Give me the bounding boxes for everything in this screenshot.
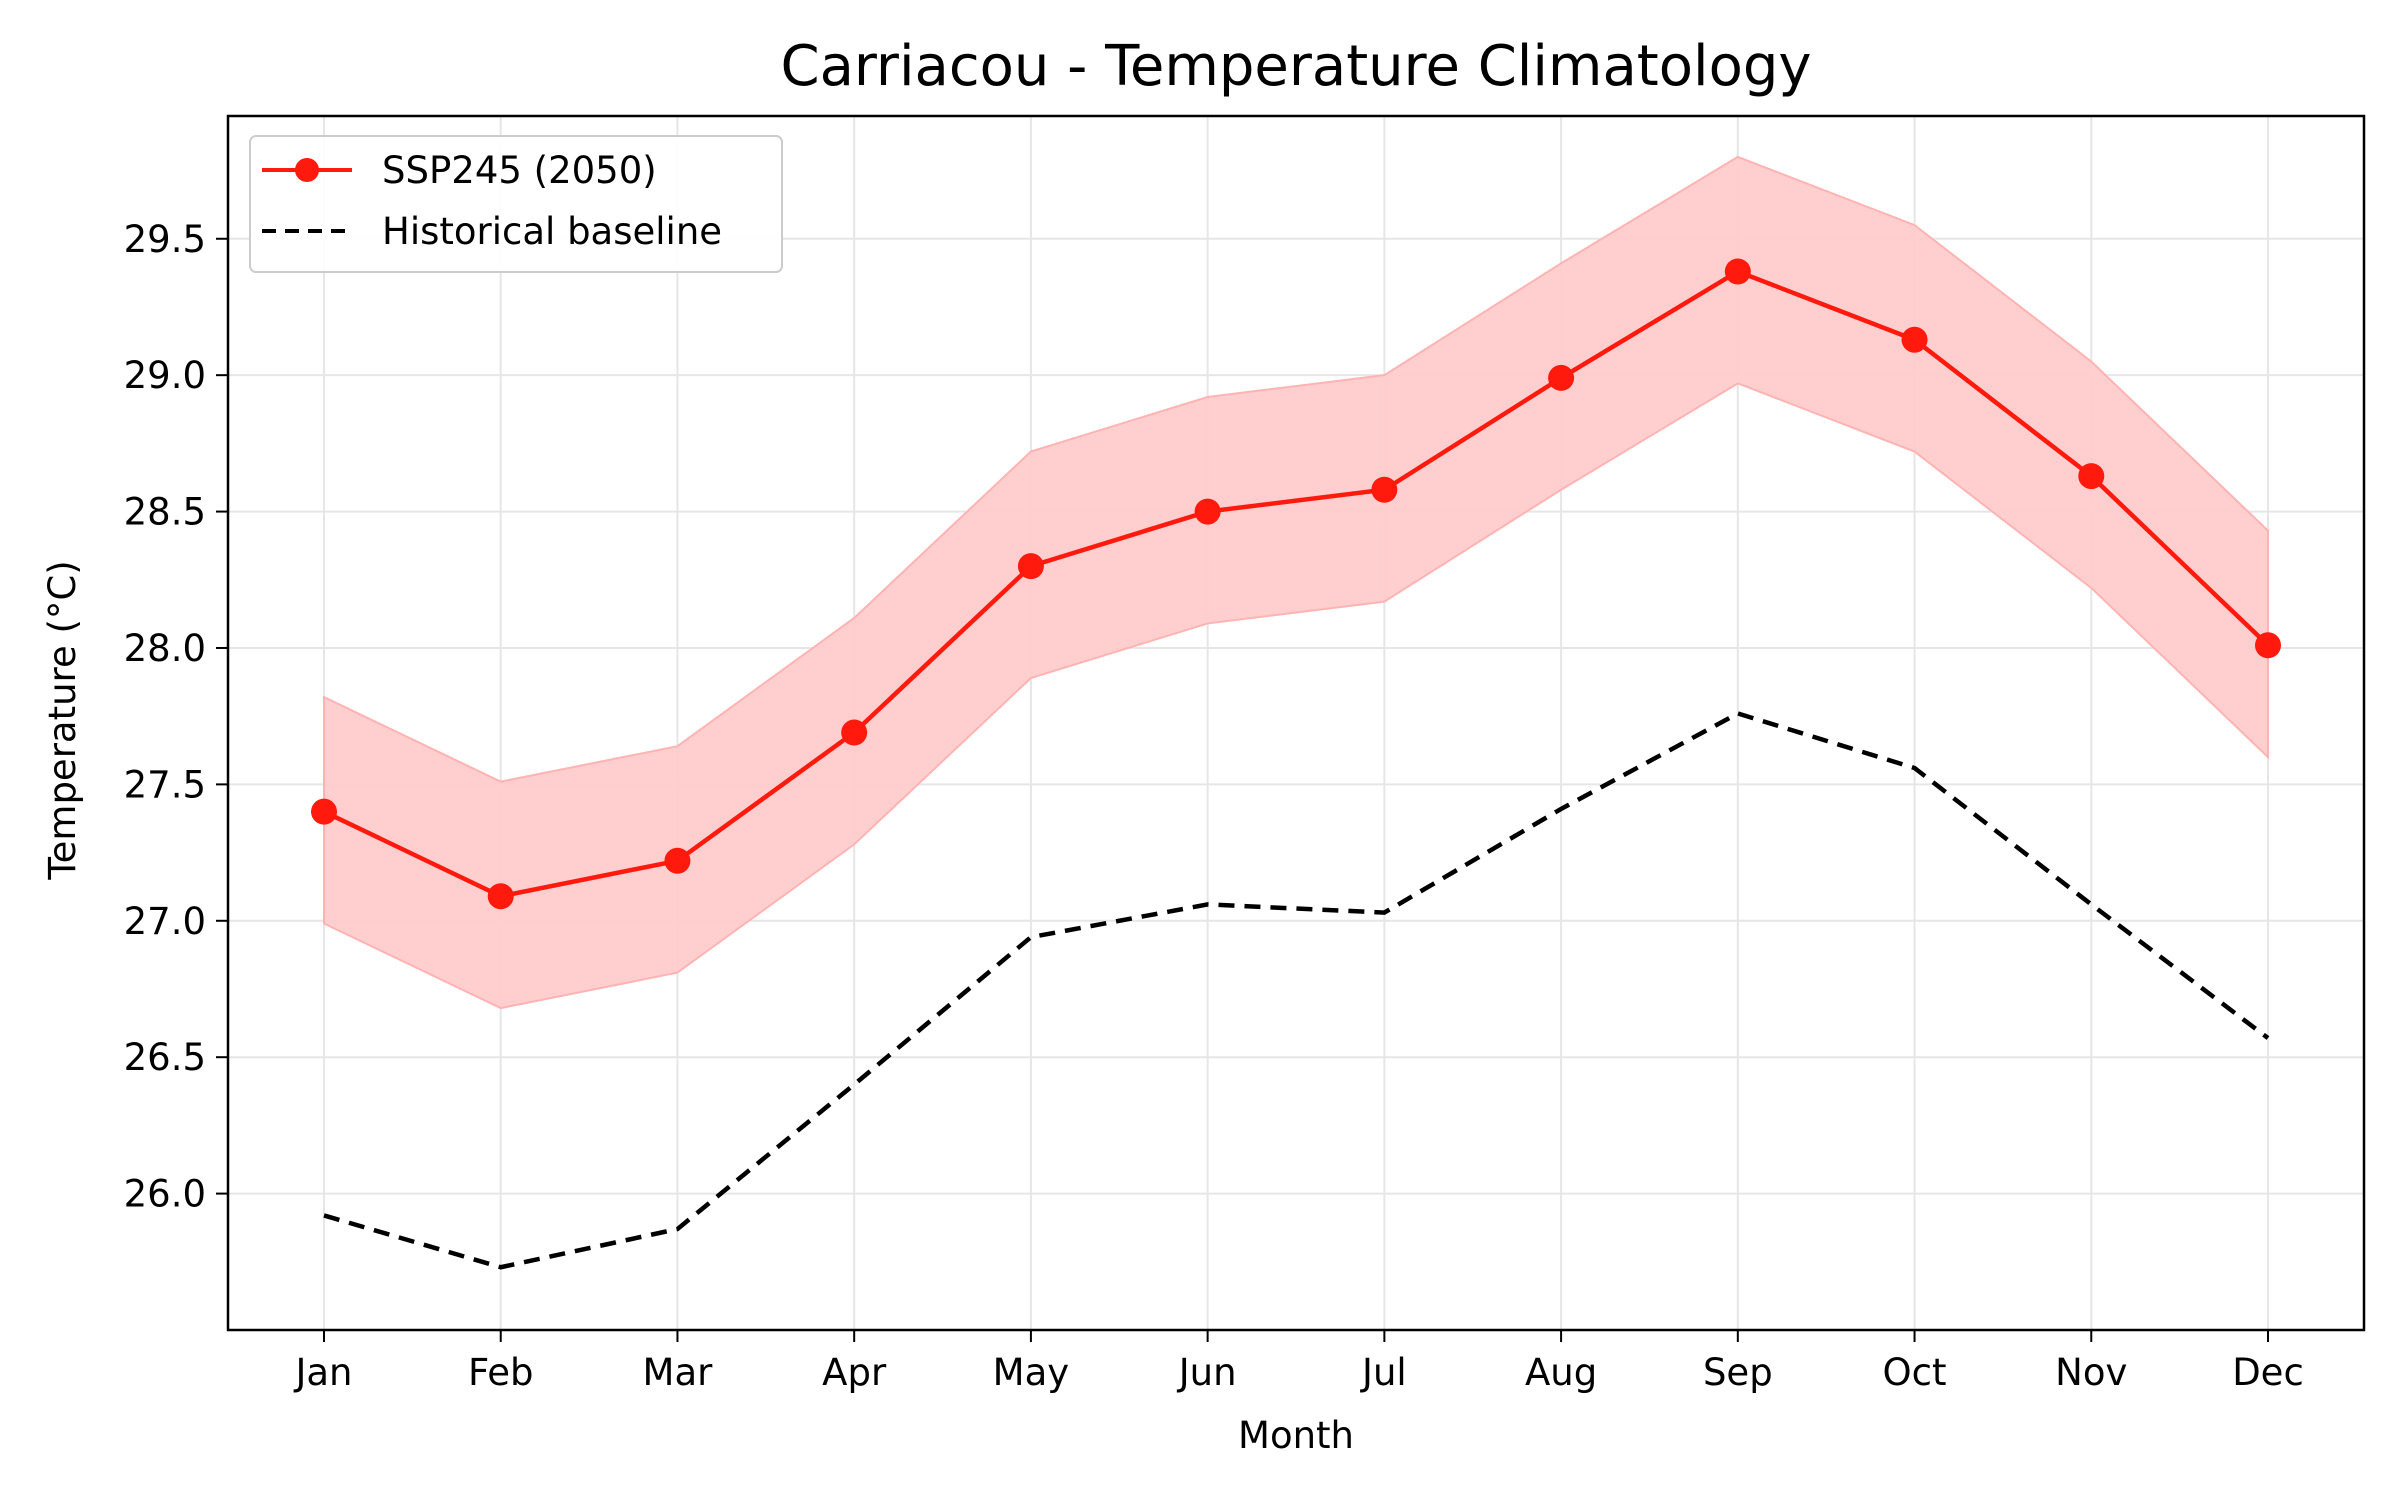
- ssp245-point: [841, 719, 868, 746]
- legend-box: [249, 135, 783, 273]
- ssp245-point: [487, 883, 514, 910]
- x-tick-label: Nov: [2055, 1351, 2127, 1394]
- ssp245-point: [1017, 553, 1044, 580]
- ssp245-point: [1194, 498, 1221, 525]
- x-tick-label: Dec: [2232, 1351, 2304, 1394]
- ssp245-point: [311, 798, 337, 825]
- y-tick-label: 29.5: [124, 218, 206, 261]
- y-tick-label: 26.5: [124, 1036, 206, 1079]
- uncertainty-band: [323, 155, 2269, 1010]
- y-tick-label: 28.0: [124, 627, 206, 670]
- ssp245-range-band: [323, 155, 2269, 1010]
- historical-baseline-line: [323, 711, 2270, 1270]
- ssp245-point: [2078, 463, 2105, 490]
- y-tick-label: 27.0: [124, 900, 206, 943]
- legend-historical-label: Historical baseline: [382, 210, 722, 253]
- series-lines: [311, 258, 2281, 1270]
- y-tick-label: 27.5: [124, 763, 206, 806]
- legend-ssp245-label: SSP245 (2050): [382, 149, 657, 192]
- ssp245-point: [1724, 258, 1751, 285]
- y-tick-label: 26.0: [124, 1173, 206, 1216]
- x-axis-label: Month: [1238, 1414, 1354, 1457]
- y-axis-label: Temperature (°C): [41, 560, 84, 880]
- plot-frame: [226, 114, 2366, 1332]
- axis-ticks: Jan Feb Mar Apr May Jun Jul Aug Sep Oct Nov Dec 26.0…: [124, 218, 2304, 1394]
- legend-ssp245-marker: [295, 158, 319, 182]
- x-tick-label: Oct: [1883, 1351, 1947, 1394]
- ssp245-point: [1371, 476, 1398, 503]
- x-tick-label: Jan: [293, 1351, 352, 1394]
- y-tick-label: 29.0: [124, 354, 206, 397]
- x-tick-label: Jul: [1360, 1351, 1407, 1394]
- x-tick-label: Mar: [643, 1351, 714, 1394]
- x-tick-label: May: [993, 1351, 1070, 1394]
- legend: SSP245 (2050) Historical baseline: [249, 135, 783, 273]
- x-tick-label: Sep: [1703, 1351, 1773, 1394]
- ssp245-point: [1548, 364, 1575, 391]
- x-tick-label: Apr: [822, 1351, 887, 1394]
- x-tick-label: Feb: [468, 1351, 534, 1394]
- ssp245-line: [323, 269, 2270, 899]
- x-tick-label: Aug: [1525, 1351, 1597, 1394]
- ssp245-point: [1901, 326, 1928, 353]
- y-tick-label: 28.5: [124, 491, 206, 534]
- chart-title: Carriacou - Temperature Climatology: [780, 34, 1811, 99]
- x-tick-label: Jun: [1177, 1351, 1237, 1394]
- ssp245-point: [2255, 632, 2281, 659]
- ssp245-point: [664, 847, 691, 874]
